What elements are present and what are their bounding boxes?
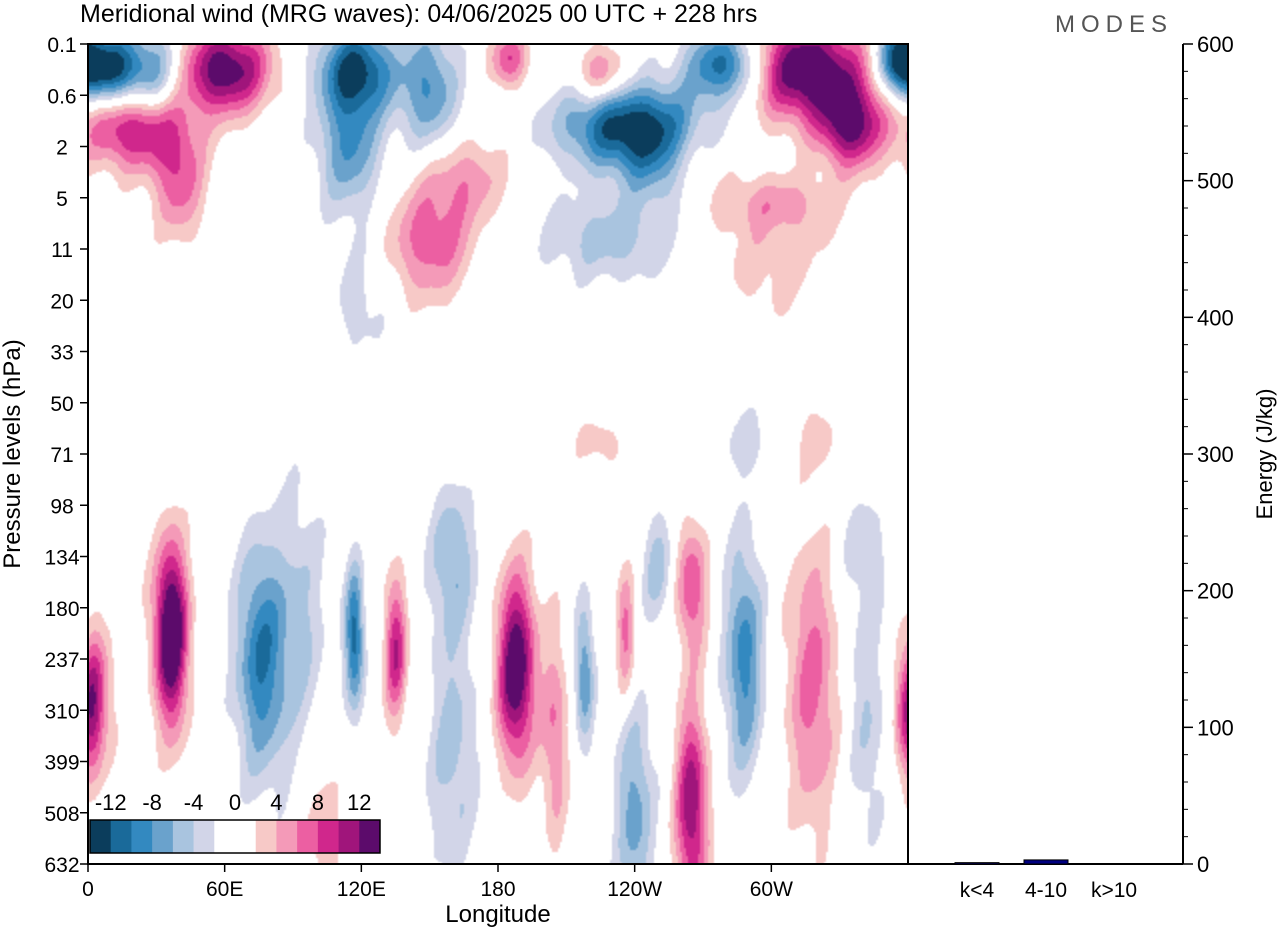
x-tick-label: 120W bbox=[607, 878, 662, 901]
colorbar-swatch bbox=[276, 820, 298, 853]
energy-axis-label: Energy (J/kg) bbox=[1252, 389, 1277, 520]
y-tick-label: 180 bbox=[44, 598, 79, 621]
y-tick-label: 237 bbox=[44, 649, 79, 672]
colorbar-swatch bbox=[359, 820, 381, 853]
colorbar-swatch bbox=[235, 820, 257, 853]
y-tick-label: 20 bbox=[50, 290, 73, 313]
colorbar-swatch bbox=[214, 820, 236, 853]
energy-bar bbox=[954, 862, 1000, 865]
energy-tick-label: 0 bbox=[1197, 852, 1209, 877]
colorbar-swatch bbox=[172, 820, 194, 853]
colorbar-swatch bbox=[338, 820, 360, 853]
wind-contour-field bbox=[88, 44, 908, 864]
y-tick-label: 0.6 bbox=[47, 85, 76, 108]
colorbar-swatch bbox=[193, 820, 215, 853]
x-tick-label: 180 bbox=[480, 878, 515, 901]
longitude-axis: 0 60E 120E 180 120W 60W bbox=[82, 864, 793, 901]
x-tick-label: 60E bbox=[206, 878, 243, 901]
energy-tick-label: 400 bbox=[1197, 305, 1234, 330]
colorbar-label: 8 bbox=[312, 790, 324, 815]
y-tick-label: 98 bbox=[50, 495, 73, 518]
colorbar-swatch bbox=[131, 820, 153, 853]
y-tick-label: 2 bbox=[56, 137, 68, 160]
y-tick-label: 508 bbox=[44, 803, 79, 826]
colorbar-swatch bbox=[255, 820, 277, 853]
y-tick-label: 50 bbox=[50, 393, 73, 416]
energy-tick-label: 200 bbox=[1197, 579, 1234, 604]
energy-category-label: 4-10 bbox=[1025, 879, 1067, 902]
energy-tick-label: 500 bbox=[1197, 169, 1234, 194]
heatmap-panel: 0.1 0.6 2 5 11 20 33 50 71 98 134 180 237 310 399 508 63… bbox=[0, 34, 909, 928]
energy-category-label: k<4 bbox=[960, 879, 995, 902]
colorbar-label: 12 bbox=[347, 790, 371, 815]
colorbar-swatch bbox=[90, 820, 112, 853]
energy-bars: k<4 4-10 k>10 bbox=[954, 859, 1137, 902]
x-tick-label: 0 bbox=[82, 878, 94, 901]
energy-tick-label: 600 bbox=[1197, 32, 1234, 57]
y-axis-label: Pressure levels (hPa) bbox=[0, 339, 26, 568]
colorbar: -12 -8 -4 0 4 8 12 bbox=[89, 790, 381, 854]
y-tick-label: 310 bbox=[44, 700, 79, 723]
energy-axis: 0 100 200 300 400 500 600 bbox=[1183, 32, 1234, 877]
energy-tick-label: 300 bbox=[1197, 442, 1234, 467]
colorbar-label: -12 bbox=[95, 790, 127, 815]
y-tick-label: 5 bbox=[56, 188, 68, 211]
y-tick-label: 71 bbox=[50, 444, 73, 467]
colorbar-label: -4 bbox=[184, 790, 204, 815]
energy-tick-label: 100 bbox=[1197, 715, 1234, 740]
modes-logo: MODES bbox=[1055, 11, 1173, 38]
colorbar-swatch bbox=[110, 820, 132, 853]
y-tick-label: 632 bbox=[44, 854, 79, 877]
y-tick-label: 134 bbox=[44, 547, 79, 570]
energy-panel: 0 100 200 300 400 500 600 k<4 4-10 k>10 Energy (… bbox=[908, 32, 1277, 902]
pressure-axis: 0.1 0.6 2 5 11 20 33 50 71 98 134 180 237 310 399 508 63… bbox=[44, 34, 88, 877]
colorbar-label: 0 bbox=[229, 790, 241, 815]
x-tick-label: 120E bbox=[337, 878, 386, 901]
colorbar-label: 4 bbox=[270, 790, 282, 815]
energy-bar bbox=[1023, 859, 1069, 865]
y-tick-label: 0.1 bbox=[47, 34, 76, 57]
colorbar-swatch bbox=[152, 820, 174, 853]
colorbar-swatch bbox=[297, 820, 319, 853]
energy-category-label: k>10 bbox=[1091, 879, 1137, 902]
colorbar-frame bbox=[89, 819, 381, 854]
y-tick-label: 399 bbox=[44, 752, 79, 775]
colorbar-swatch bbox=[317, 820, 339, 853]
x-tick-label: 60W bbox=[750, 878, 793, 901]
chart-title: Meridional wind (MRG waves): 04/06/2025 … bbox=[80, 0, 757, 28]
y-tick-label: 33 bbox=[50, 342, 73, 365]
colorbar-label: -8 bbox=[142, 790, 162, 815]
x-axis-label: Longitude bbox=[445, 901, 550, 928]
y-tick-label: 11 bbox=[51, 239, 73, 262]
